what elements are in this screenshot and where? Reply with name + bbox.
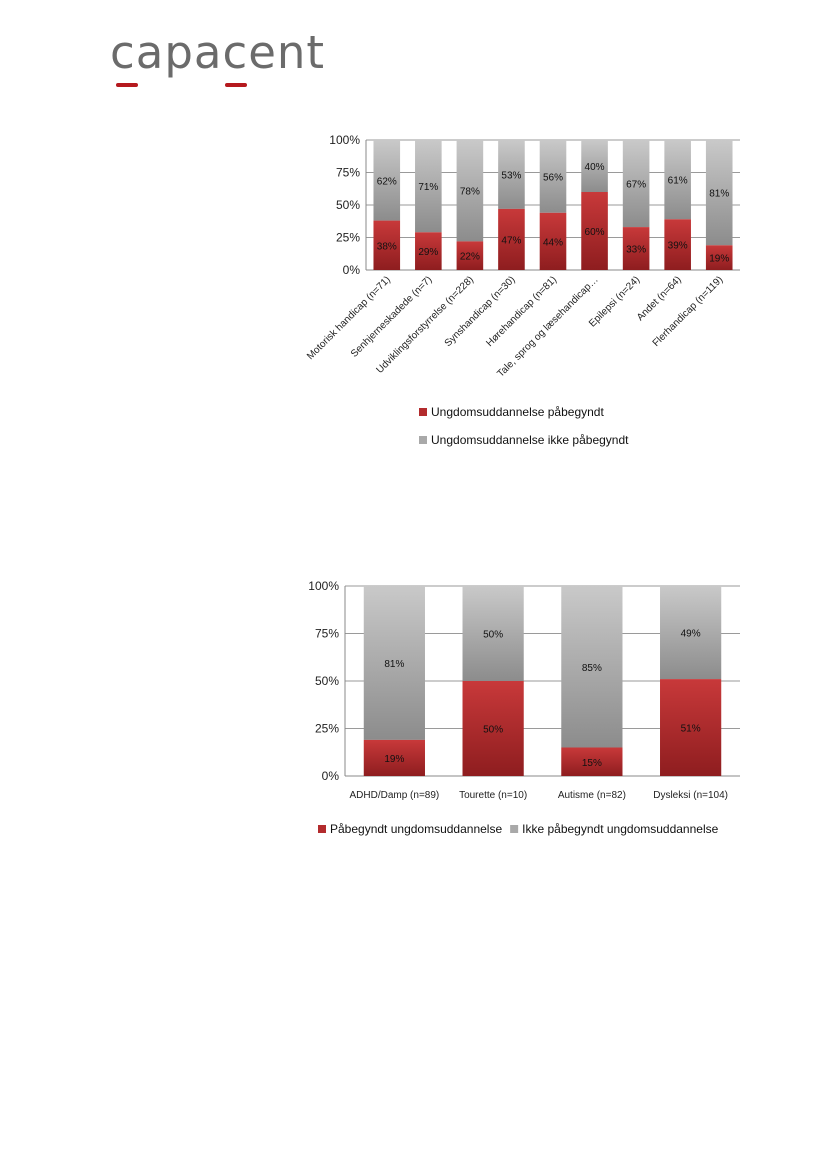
bar-segment-not-started bbox=[581, 140, 608, 192]
data-label: 38% bbox=[377, 241, 397, 252]
data-label: 51% bbox=[681, 724, 701, 735]
bar-segment-not-started bbox=[363, 586, 425, 740]
bar-segment-started bbox=[456, 241, 484, 270]
legend-label: Ikke påbegyndt ungdomsuddannelse bbox=[522, 822, 718, 836]
bar-segment-not-started bbox=[705, 140, 733, 246]
y-tick-label: 25% bbox=[315, 722, 339, 736]
legend-label: Påbegyndt ungdomsuddannelse bbox=[330, 822, 502, 836]
data-label: 19% bbox=[709, 254, 729, 265]
bar-segment-not-started bbox=[373, 140, 401, 221]
legend-swatch bbox=[510, 825, 519, 833]
bar-segment-not-started bbox=[456, 140, 484, 242]
bar-segment-started bbox=[498, 208, 525, 270]
data-label: 67% bbox=[626, 180, 646, 191]
y-tick-label: 75% bbox=[315, 627, 339, 641]
bar-segment-not-started bbox=[498, 140, 525, 209]
bar-segment-started bbox=[561, 747, 623, 776]
legend-swatch bbox=[318, 825, 326, 833]
y-tick-label: 50% bbox=[336, 198, 360, 212]
chart-handicap-groups: 0% 25% 50% 75% 100% 38% 62% Motorisk handicap (… bbox=[305, 133, 740, 447]
bar-segment-started bbox=[581, 192, 608, 270]
data-label: 60% bbox=[585, 227, 605, 238]
y-tick-label: 0% bbox=[322, 769, 340, 783]
logo-accent-bar bbox=[225, 83, 247, 87]
legend-swatch bbox=[419, 408, 427, 416]
bar-segment-started bbox=[539, 212, 567, 270]
x-category-label: ADHD/Damp (n=89) bbox=[349, 790, 439, 801]
x-category-label: Synshandicap (n=30) bbox=[443, 274, 518, 349]
data-label: 50% bbox=[483, 725, 503, 736]
bar-segment-not-started bbox=[622, 140, 650, 228]
bar-segment-not-started bbox=[660, 586, 722, 680]
y-tick-label: 100% bbox=[308, 579, 339, 593]
data-label: 39% bbox=[668, 241, 688, 252]
logo-accent-bar bbox=[116, 83, 138, 87]
bar-segment-not-started bbox=[561, 586, 623, 748]
x-category-label: Hørehandicap (n=81) bbox=[484, 274, 559, 349]
data-label: 47% bbox=[501, 235, 521, 246]
x-category-label: Motorisk handicap (n=71) bbox=[305, 274, 393, 362]
y-tick-label: 75% bbox=[336, 166, 360, 180]
data-label: 78% bbox=[460, 187, 480, 198]
bar-segment-started bbox=[622, 227, 650, 270]
data-label: 81% bbox=[384, 659, 404, 670]
bar-segment-started bbox=[415, 232, 442, 270]
y-tick-label: 100% bbox=[329, 133, 360, 147]
bar-segment-started bbox=[363, 739, 425, 776]
bar-segment-started bbox=[705, 245, 733, 270]
data-label: 62% bbox=[377, 176, 397, 187]
data-label: 50% bbox=[483, 630, 503, 641]
legend-label: Ungdomsuddannelse påbegyndt bbox=[431, 405, 604, 419]
y-tick-label: 25% bbox=[336, 231, 360, 245]
x-category-label: Flerhandicap (n=119) bbox=[651, 274, 726, 349]
bar-segment-not-started bbox=[462, 586, 524, 681]
x-category-label: Senhjerneskadede (n=7) bbox=[349, 274, 434, 359]
data-label: 44% bbox=[543, 237, 563, 248]
data-label: 61% bbox=[668, 176, 688, 187]
data-label: 40% bbox=[585, 162, 605, 173]
data-label: 29% bbox=[418, 247, 438, 258]
x-category-label: Tourette (n=10) bbox=[459, 790, 527, 801]
data-label: 71% bbox=[418, 182, 438, 193]
data-label: 19% bbox=[384, 754, 404, 765]
legend-swatch bbox=[419, 436, 427, 444]
data-label: 49% bbox=[681, 629, 701, 640]
x-category-label: Dysleksi (n=104) bbox=[653, 790, 728, 801]
bar-segment-not-started bbox=[664, 140, 691, 220]
data-label: 56% bbox=[543, 172, 563, 183]
bar-segment-not-started bbox=[415, 140, 442, 233]
x-category-label: Autisme (n=82) bbox=[558, 790, 626, 801]
y-tick-label: 0% bbox=[343, 263, 361, 277]
data-label: 85% bbox=[582, 663, 602, 674]
y-tick-label: 50% bbox=[315, 674, 339, 688]
legend-label: Ungdomsuddannelse ikke påbegyndt bbox=[431, 433, 629, 447]
bar-segment-started bbox=[660, 679, 722, 776]
data-label: 81% bbox=[709, 189, 729, 200]
capacent-logo: capacent bbox=[110, 26, 326, 79]
bar-segment-started bbox=[462, 681, 524, 776]
bar-segment-started bbox=[373, 220, 401, 270]
data-label: 22% bbox=[460, 252, 480, 263]
data-label: 53% bbox=[501, 170, 521, 181]
chart-diagnosis-groups: 0% 25% 50% 75% 100% 19% 81% ADHD/Damp (n=89) 50%… bbox=[308, 579, 740, 836]
bar-segment-started bbox=[664, 219, 691, 270]
data-label: 33% bbox=[626, 245, 646, 256]
data-label: 15% bbox=[582, 758, 602, 769]
bar-segment-not-started bbox=[539, 140, 567, 213]
